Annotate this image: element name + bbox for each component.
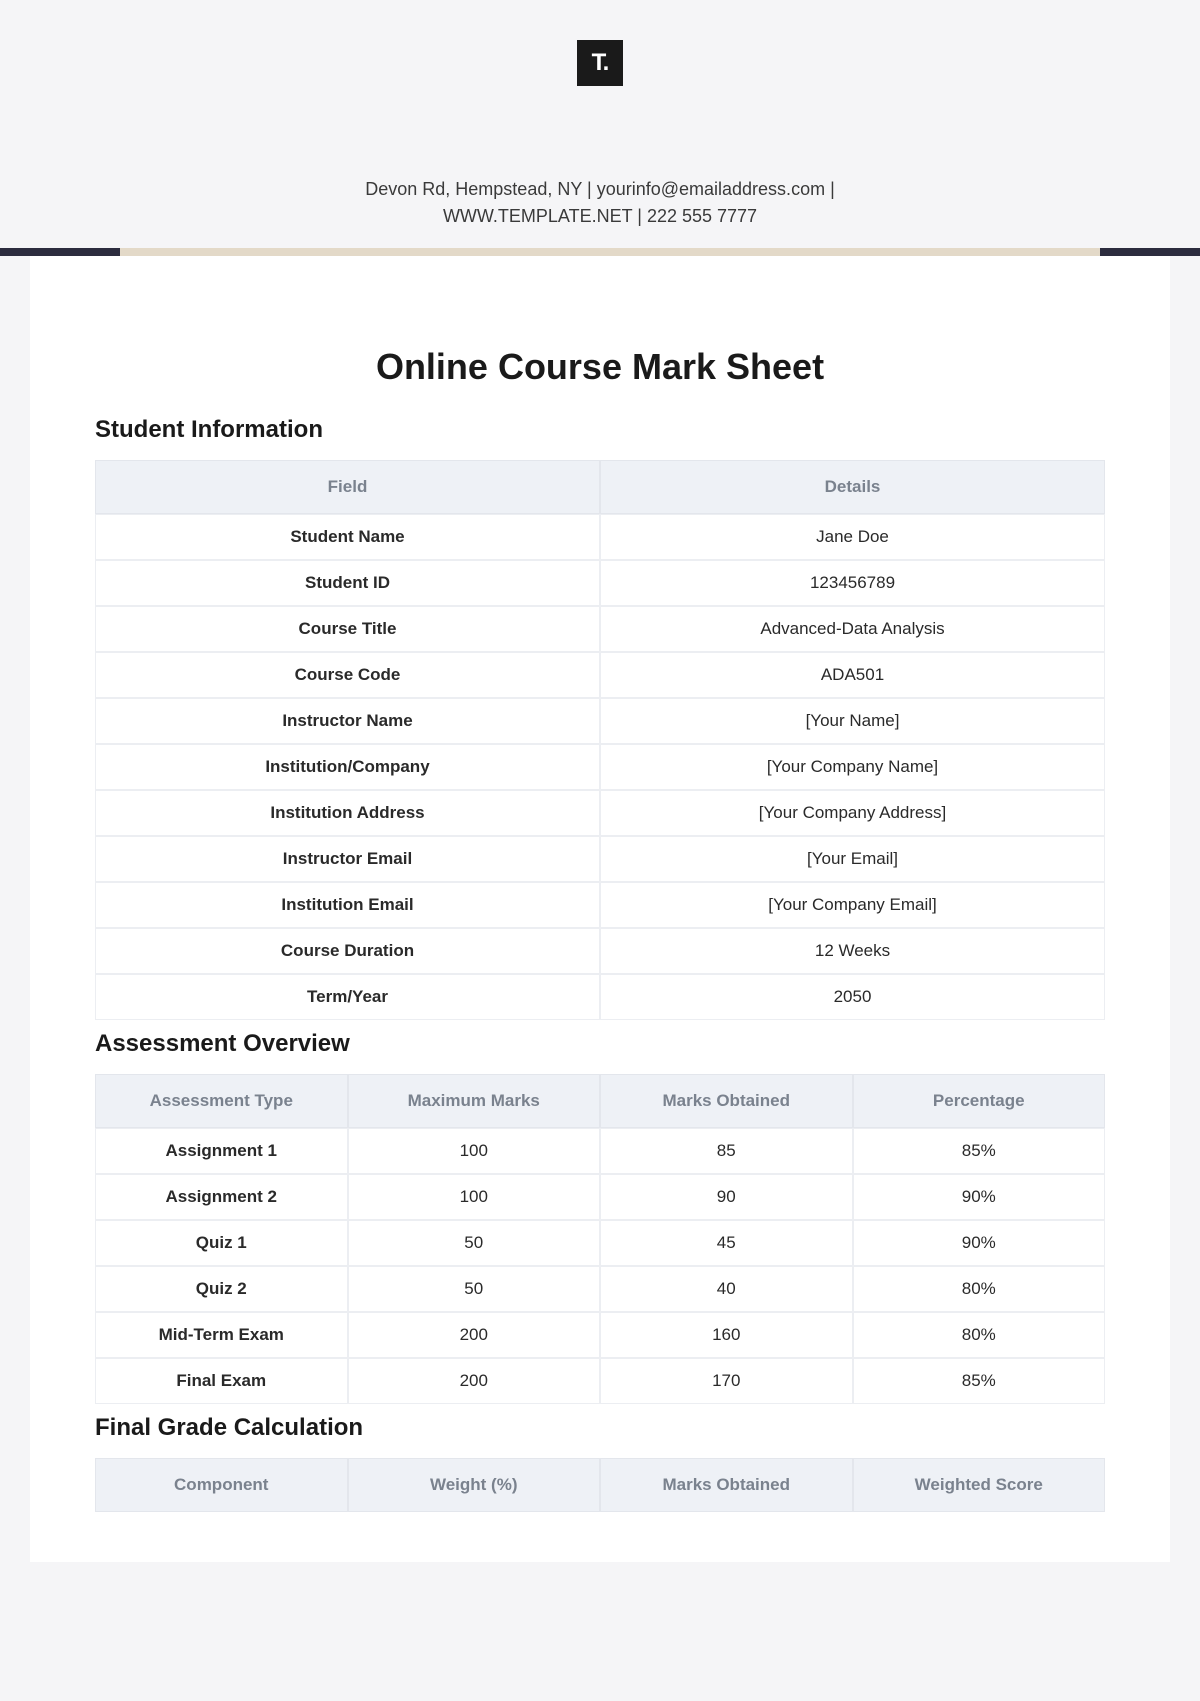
assessment-label: Mid-Term Exam	[95, 1312, 348, 1358]
table-row: Final Exam20017085%	[95, 1358, 1105, 1404]
assessment-value: 100	[348, 1128, 601, 1174]
field-value: Advanced-Data Analysis	[600, 606, 1105, 652]
col-header: Marks Obtained	[600, 1458, 853, 1512]
table-header-row: Field Details	[95, 460, 1105, 514]
assessment-value: 90%	[853, 1220, 1106, 1266]
table-row: Institution Address[Your Company Address…	[95, 790, 1105, 836]
field-label: Instructor Email	[95, 836, 600, 882]
assessment-value: 90	[600, 1174, 853, 1220]
final-grade-heading: Final Grade Calculation	[95, 1414, 1105, 1442]
assessment-value: 40	[600, 1266, 853, 1312]
field-label: Course Title	[95, 606, 600, 652]
table-row: Term/Year2050	[95, 974, 1105, 1020]
field-value: ADA501	[600, 652, 1105, 698]
table-header-row: Component Weight (%) Marks Obtained Weig…	[95, 1458, 1105, 1512]
assessment-value: 200	[348, 1312, 601, 1358]
page-wrapper: T. Devon Rd, Hempstead, NY | yourinfo@em…	[0, 0, 1200, 1602]
header-section: T. Devon Rd, Hempstead, NY | yourinfo@em…	[0, 0, 1200, 230]
col-header: Component	[95, 1458, 348, 1512]
assessment-value: 85%	[853, 1128, 1106, 1174]
assessment-label: Assignment 1	[95, 1128, 348, 1174]
table-row: Course TitleAdvanced-Data Analysis	[95, 606, 1105, 652]
field-label: Course Code	[95, 652, 600, 698]
table-header-row: Assessment Type Maximum Marks Marks Obta…	[95, 1074, 1105, 1128]
table-row: Mid-Term Exam20016080%	[95, 1312, 1105, 1358]
final-grade-table: Component Weight (%) Marks Obtained Weig…	[95, 1458, 1105, 1512]
field-label: Student ID	[95, 560, 600, 606]
assessment-value: 50	[348, 1220, 601, 1266]
assessment-value: 90%	[853, 1174, 1106, 1220]
divider-bar	[0, 248, 1200, 256]
student-info-table: Field Details Student NameJane DoeStuden…	[95, 460, 1105, 1020]
col-header: Weight (%)	[348, 1458, 601, 1512]
field-value: 2050	[600, 974, 1105, 1020]
table-row: Institution/Company[Your Company Name]	[95, 744, 1105, 790]
field-value: Jane Doe	[600, 514, 1105, 560]
student-info-heading: Student Information	[95, 416, 1105, 444]
assessment-value: 50	[348, 1266, 601, 1312]
divider-segment-left	[0, 248, 120, 256]
field-value: 12 Weeks	[600, 928, 1105, 974]
field-label: Term/Year	[95, 974, 600, 1020]
document-title: Online Course Mark Sheet	[95, 346, 1105, 388]
divider-segment-center	[120, 248, 1100, 256]
assessment-value: 160	[600, 1312, 853, 1358]
assessment-value: 85	[600, 1128, 853, 1174]
table-row: Institution Email[Your Company Email]	[95, 882, 1105, 928]
assessment-label: Quiz 2	[95, 1266, 348, 1312]
logo-text: T.	[592, 49, 609, 77]
col-header: Percentage	[853, 1074, 1106, 1128]
table-row: Student ID123456789	[95, 560, 1105, 606]
table-row: Assignment 11008585%	[95, 1128, 1105, 1174]
divider-segment-right	[1100, 248, 1200, 256]
field-label: Course Duration	[95, 928, 600, 974]
table-row: Instructor Email[Your Email]	[95, 836, 1105, 882]
field-label: Instructor Name	[95, 698, 600, 744]
col-header: Field	[95, 460, 600, 514]
col-header: Marks Obtained	[600, 1074, 853, 1128]
table-row: Course CodeADA501	[95, 652, 1105, 698]
table-row: Course Duration12 Weeks	[95, 928, 1105, 974]
field-value: 123456789	[600, 560, 1105, 606]
table-row: Assignment 21009090%	[95, 1174, 1105, 1220]
assessment-value: 80%	[853, 1312, 1106, 1358]
field-label: Institution Email	[95, 882, 600, 928]
content-area: Online Course Mark Sheet Student Informa…	[30, 256, 1170, 1562]
col-header: Weighted Score	[853, 1458, 1106, 1512]
assessment-label: Assignment 2	[95, 1174, 348, 1220]
contact-line-2: WWW.TEMPLATE.NET | 222 555 7777	[0, 203, 1200, 230]
table-row: Quiz 2504080%	[95, 1266, 1105, 1312]
field-label: Student Name	[95, 514, 600, 560]
field-label: Institution Address	[95, 790, 600, 836]
assessment-label: Quiz 1	[95, 1220, 348, 1266]
contact-line-1: Devon Rd, Hempstead, NY | yourinfo@email…	[0, 176, 1200, 203]
col-header: Assessment Type	[95, 1074, 348, 1128]
assessment-value: 80%	[853, 1266, 1106, 1312]
table-row: Quiz 1504590%	[95, 1220, 1105, 1266]
assessment-value: 200	[348, 1358, 601, 1404]
logo: T.	[577, 40, 623, 86]
field-value: [Your Company Address]	[600, 790, 1105, 836]
field-value: [Your Company Email]	[600, 882, 1105, 928]
field-value: [Your Name]	[600, 698, 1105, 744]
assessment-table: Assessment Type Maximum Marks Marks Obta…	[95, 1074, 1105, 1404]
assessment-value: 45	[600, 1220, 853, 1266]
assessment-value: 170	[600, 1358, 853, 1404]
table-row: Instructor Name[Your Name]	[95, 698, 1105, 744]
field-value: [Your Email]	[600, 836, 1105, 882]
assessment-value: 85%	[853, 1358, 1106, 1404]
field-value: [Your Company Name]	[600, 744, 1105, 790]
contact-info: Devon Rd, Hempstead, NY | yourinfo@email…	[0, 176, 1200, 230]
table-row: Student NameJane Doe	[95, 514, 1105, 560]
col-header: Details	[600, 460, 1105, 514]
assessment-value: 100	[348, 1174, 601, 1220]
assessment-heading: Assessment Overview	[95, 1030, 1105, 1058]
field-label: Institution/Company	[95, 744, 600, 790]
col-header: Maximum Marks	[348, 1074, 601, 1128]
assessment-label: Final Exam	[95, 1358, 348, 1404]
